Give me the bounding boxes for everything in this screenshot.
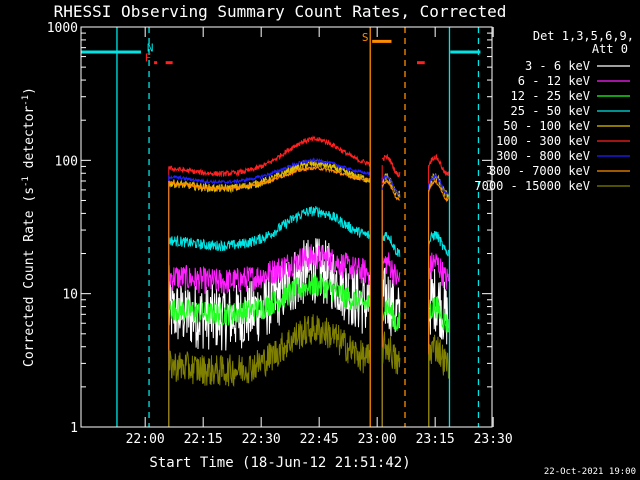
series-7000to15000keV (168, 314, 449, 427)
series-trace (428, 178, 449, 203)
series-trace (168, 165, 371, 192)
legend-entry-label: 50 - 100 keV (503, 119, 590, 133)
x-tick-label: 22:45 (300, 432, 339, 447)
series-trace (381, 178, 401, 201)
y-tick-label: 1000 (47, 21, 78, 36)
series-trace (428, 334, 449, 379)
flag-label: S (362, 31, 369, 44)
legend-entry-label: 3 - 6 keV (525, 59, 590, 73)
x-tick-label: 22:00 (126, 432, 165, 447)
plot-frame (80, 26, 493, 428)
legend-entry-label: 300 - 800 keV (496, 149, 590, 163)
legend-entry-label: 100 - 300 keV (496, 134, 590, 148)
data-gap-lines (116, 27, 480, 427)
series-trace (381, 232, 401, 257)
y-tick-label: 100 (55, 154, 78, 169)
series-trace (428, 173, 449, 196)
series-trace (381, 153, 401, 178)
y-axis-title: Corrected Count Rate (s-1 detector-1) (21, 87, 37, 367)
series-trace (428, 269, 449, 345)
x-tick-label: 23:00 (358, 432, 397, 447)
series-trace (168, 244, 371, 294)
series-trace (428, 230, 449, 257)
x-axis-title: Start Time (18-Jun-12 21:51:42) (149, 455, 410, 471)
x-tick-label: 23:15 (416, 432, 455, 447)
series-trace (168, 157, 371, 185)
series-trace (428, 296, 449, 333)
legend-entry-label: 800 - 7000 keV (489, 164, 590, 178)
series-trace (168, 135, 371, 178)
axis-ticks: 22:00 22:15 22:30 22:45 23:00 23:15 23:30 1 10 10… (47, 21, 513, 447)
series-trace (381, 298, 401, 331)
y-tick-label: 10 (62, 288, 78, 303)
series-50to100keV (168, 159, 449, 427)
series-trace (428, 154, 449, 176)
chart-title: RHESSI Observing Summary Count Rates, Co… (54, 2, 507, 21)
flag-label: F (145, 52, 152, 65)
series-trace (381, 252, 401, 287)
instrument-flags: N S F (81, 31, 481, 65)
y-tick-label: 1 (70, 421, 78, 436)
series-trace (428, 252, 449, 290)
legend-entry-label: 12 - 25 keV (511, 89, 590, 103)
legend-header-line2: Att 0 (592, 42, 628, 56)
x-tick-label: 22:15 (184, 432, 223, 447)
series-300to800keV (168, 157, 449, 427)
series-trace (168, 205, 370, 252)
series-trace (381, 267, 401, 337)
x-tick-label: 23:30 (474, 432, 513, 447)
series-trace (168, 273, 370, 326)
x-tick-label: 22:30 (242, 432, 281, 447)
series-12to25keV (168, 273, 449, 427)
series-trace (168, 159, 371, 194)
series-trace (381, 331, 401, 375)
footer-date: 22-Oct-2021 19:00 (544, 467, 636, 477)
legend-header-line1: Det 1,3,5,6,9, (533, 29, 634, 43)
series-trace (381, 174, 401, 196)
legend-entry-label: 25 - 50 keV (511, 104, 590, 118)
flag-label: N (147, 42, 154, 55)
plot-area (168, 135, 449, 427)
legend-entry-label: 6 - 12 keV (518, 74, 590, 88)
legend-entry-label: 7000 - 15000 keV (474, 179, 590, 193)
series-800to7000keV (168, 165, 449, 427)
series-trace (168, 314, 371, 388)
